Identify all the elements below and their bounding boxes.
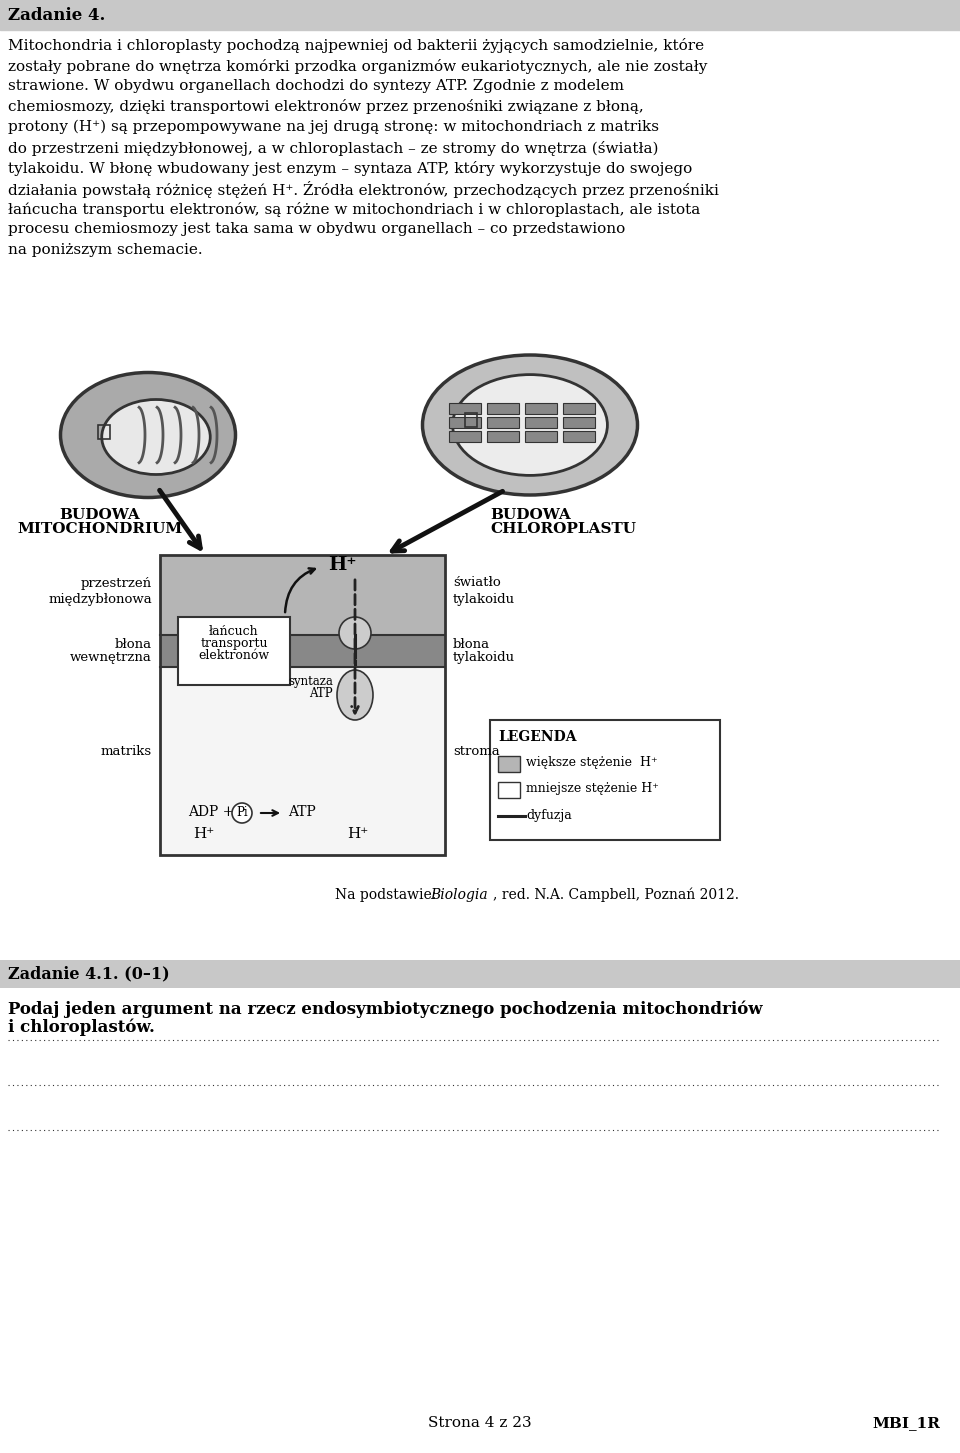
Bar xyxy=(449,402,481,414)
Bar xyxy=(160,555,445,854)
Text: błona: błona xyxy=(115,638,152,651)
Bar xyxy=(490,721,720,840)
Ellipse shape xyxy=(232,804,252,822)
Text: łańcuch: łańcuch xyxy=(209,625,259,638)
Ellipse shape xyxy=(452,375,608,475)
Bar xyxy=(487,417,519,429)
Text: tylakoidu: tylakoidu xyxy=(453,651,516,664)
Text: MBI_1R: MBI_1R xyxy=(872,1417,940,1430)
Text: syntaza: syntaza xyxy=(288,676,333,689)
Bar xyxy=(525,402,557,414)
Text: transportu: transportu xyxy=(201,636,268,649)
Bar xyxy=(487,402,519,414)
Text: większe stężenie  H⁺: większe stężenie H⁺ xyxy=(526,756,658,769)
Text: procesu chemiosmozy jest taka sama w obydwu organellach – co przedstawiono: procesu chemiosmozy jest taka sama w oby… xyxy=(8,222,625,237)
Text: dyfuzja: dyfuzja xyxy=(526,809,572,822)
Text: tylakoidu. W błonę wbudowany jest enzym – syntaza ATP, który wykorzystuje do swo: tylakoidu. W błonę wbudowany jest enzym … xyxy=(8,161,692,176)
Text: , red. N.A. Campbell, Poznań 2012.: , red. N.A. Campbell, Poznań 2012. xyxy=(493,888,739,902)
Text: LEGENDA: LEGENDA xyxy=(498,729,577,744)
Text: Pi: Pi xyxy=(236,806,248,819)
Text: H⁺: H⁺ xyxy=(347,827,369,841)
Ellipse shape xyxy=(337,670,373,721)
Text: strawione. W obydwu organellach dochodzi do syntezy ATP. Zgodnie z modelem: strawione. W obydwu organellach dochodzi… xyxy=(8,78,624,93)
Text: wewnętrzna: wewnętrzna xyxy=(70,651,152,664)
Bar xyxy=(465,413,477,427)
Ellipse shape xyxy=(60,372,235,497)
Text: ADP +: ADP + xyxy=(188,805,234,819)
Bar xyxy=(0,960,960,988)
Text: ATP: ATP xyxy=(288,805,316,819)
Text: światło: światło xyxy=(453,577,501,590)
Bar xyxy=(498,756,520,772)
Text: na poniższym schemacie.: na poniższym schemacie. xyxy=(8,243,203,257)
Bar xyxy=(563,402,595,414)
Text: H⁺: H⁺ xyxy=(328,556,356,574)
Bar xyxy=(449,417,481,429)
Bar xyxy=(98,424,110,439)
Text: Strona 4 z 23: Strona 4 z 23 xyxy=(428,1417,532,1430)
Text: Zadanie 4.: Zadanie 4. xyxy=(8,6,106,23)
Bar xyxy=(498,782,520,798)
Bar xyxy=(449,432,481,442)
Text: tylakoidu: tylakoidu xyxy=(453,593,516,606)
Bar xyxy=(160,635,445,667)
Text: stroma: stroma xyxy=(453,745,500,758)
Bar xyxy=(160,555,445,635)
Text: do przestrzeni międzybłonowej, a w chloroplastach – ze stromy do wnętrza (światł: do przestrzeni międzybłonowej, a w chlor… xyxy=(8,141,659,155)
Bar xyxy=(563,432,595,442)
Text: BUDOWA: BUDOWA xyxy=(490,509,571,522)
Ellipse shape xyxy=(339,618,371,649)
Bar xyxy=(178,618,290,684)
Text: elektronów: elektronów xyxy=(199,649,270,663)
Bar xyxy=(0,0,960,31)
Text: błona: błona xyxy=(453,638,491,651)
Text: matriks: matriks xyxy=(101,745,152,758)
Text: BUDOWA: BUDOWA xyxy=(60,509,140,522)
Text: H⁺: H⁺ xyxy=(193,827,214,841)
Text: mniejsze stężenie H⁺: mniejsze stężenie H⁺ xyxy=(526,782,659,795)
Bar xyxy=(160,667,445,854)
Text: przestrzeń: przestrzeń xyxy=(81,577,152,590)
Bar xyxy=(525,417,557,429)
Text: Biologia: Biologia xyxy=(430,888,488,902)
Text: międzybłonowa: międzybłonowa xyxy=(48,593,152,606)
Text: Mitochondria i chloroplasty pochodzą najpewniej od bakterii żyjących samodzielni: Mitochondria i chloroplasty pochodzą naj… xyxy=(8,38,704,52)
Ellipse shape xyxy=(422,355,637,495)
Ellipse shape xyxy=(102,400,210,475)
Text: chemiosmozy, dzięki transportowi elektronów przez przenośniki związane z błoną,: chemiosmozy, dzięki transportowi elektro… xyxy=(8,99,644,115)
Text: ATP: ATP xyxy=(309,687,333,700)
Text: łańcucha transportu elektronów, są różne w mitochondriach i w chloroplastach, al: łańcucha transportu elektronów, są różne… xyxy=(8,202,700,216)
Text: Na podstawie:: Na podstawie: xyxy=(335,888,441,902)
Bar xyxy=(563,417,595,429)
Text: Zadanie 4.1. (0–1): Zadanie 4.1. (0–1) xyxy=(8,965,170,982)
Bar xyxy=(525,432,557,442)
Text: zostały pobrane do wnętrza komórki przodka organizmów eukariotycznych, ale nie z: zostały pobrane do wnętrza komórki przod… xyxy=(8,58,708,74)
Text: MITOCHONDRIUM: MITOCHONDRIUM xyxy=(17,522,182,536)
Bar xyxy=(487,432,519,442)
Text: protony (H⁺) są przepompowywane na jej drugą stronę: w mitochondriach z matriks: protony (H⁺) są przepompowywane na jej d… xyxy=(8,121,659,134)
Text: Podaj jeden argument na rzecz endosymbiotycznego pochodzenia mitochondriów: Podaj jeden argument na rzecz endosymbio… xyxy=(8,1000,762,1017)
Text: i chloroplastów.: i chloroplastów. xyxy=(8,1019,155,1036)
Text: CHLOROPLASTU: CHLOROPLASTU xyxy=(490,522,636,536)
Text: działania powstałą różnicę stężeń H⁺. Źródła elektronów, przechodzących przez pr: działania powstałą różnicę stężeń H⁺. Źr… xyxy=(8,182,719,199)
